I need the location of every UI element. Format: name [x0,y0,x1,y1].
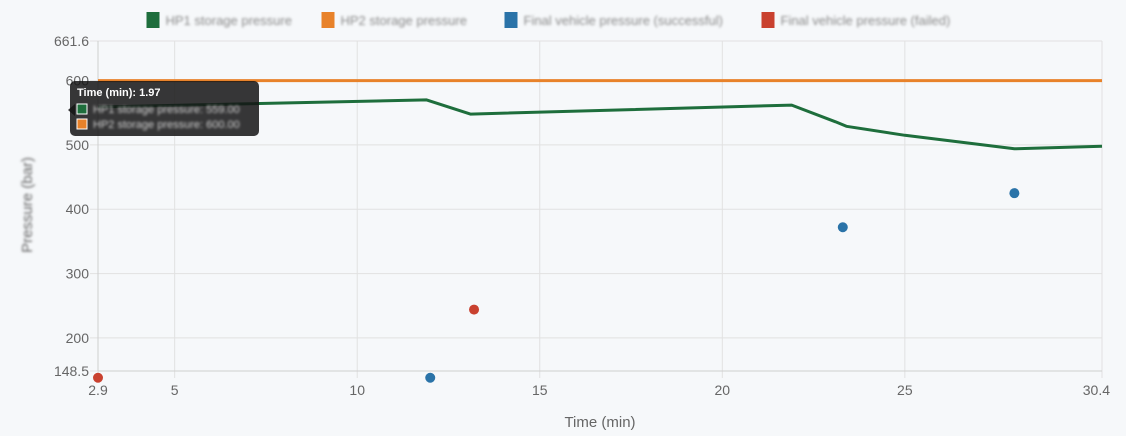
x-tick-label: 2.9 [88,382,108,398]
x-tick-label: 30.4 [1083,382,1110,398]
scatter-point [469,304,480,315]
x-tick-label: 10 [349,382,365,398]
legend-item[interactable]: Final vehicle pressure (failed) [761,12,951,28]
x-tick-label: 20 [715,382,731,398]
tooltip-box [70,81,259,136]
axes: 2.9 5 10 15 20 25 30.4148.5200300400500600661.… [54,33,1110,398]
legend-swatch [321,12,335,28]
scatter-point [93,372,103,383]
legend-label: Final vehicle pressure (failed) [781,13,951,28]
y-tick-label: 200 [66,330,90,346]
legend-item[interactable]: HP2 storage pressure [321,12,467,28]
y-tick-label: 300 [66,266,90,282]
legend-label: HP2 storage pressure [341,13,467,28]
x-tick-label: 15 [532,382,548,398]
legend-item[interactable]: Final vehicle pressure (successful) [504,12,723,28]
scatter-point [837,222,848,233]
series-line-0 [97,98,1103,151]
tooltip-swatch-hp1 [76,103,88,115]
x-tick-label: 25 [897,382,913,398]
y-axis-title: Pressure (bar) [19,157,36,253]
legend-item[interactable]: HP1 storage pressure [146,12,292,28]
y-tick-label: 400 [66,201,90,217]
tooltip-swatch-hp2 [76,118,88,130]
y-tick-label: 500 [66,137,90,153]
legend-label: HP1 storage pressure [166,13,292,28]
legend[interactable]: HP1 storage pressure HP2 storage pressure… [146,12,951,28]
tooltip-title: Time (min): 1.97 [77,87,161,99]
y-tick-label: 661.6 [54,33,89,49]
legend-label: Final vehicle pressure (successful) [524,13,723,28]
x-tick-label: 5 [171,382,179,398]
scatter-point [1009,188,1020,199]
x-axis-title: Time (min) [564,414,635,431]
y-tick-label: 148.5 [54,363,89,379]
tooltip: Time (min): 1.97 HP1 storage pressure: 5… [68,81,259,136]
series-layer [93,79,1103,383]
legend-swatch [761,12,775,28]
tooltip-row-hp1: HP1 storage pressure: 559.00 [93,104,240,116]
tooltip-row-hp2: HP2 storage pressure: 600.00 [93,119,240,131]
legend-swatch [146,12,160,28]
scatter-point [425,372,436,383]
legend-swatch [504,12,518,28]
